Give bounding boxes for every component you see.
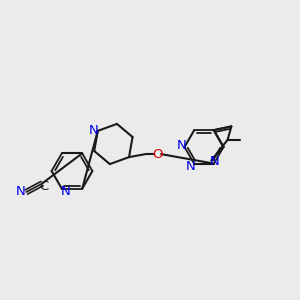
Text: N: N [88,124,98,137]
Text: C: C [40,180,49,193]
Text: N: N [177,139,187,152]
Text: N: N [210,155,220,168]
Text: N: N [16,184,25,198]
Text: N: N [61,184,70,198]
Text: O: O [152,148,163,160]
Text: N: N [186,160,196,173]
